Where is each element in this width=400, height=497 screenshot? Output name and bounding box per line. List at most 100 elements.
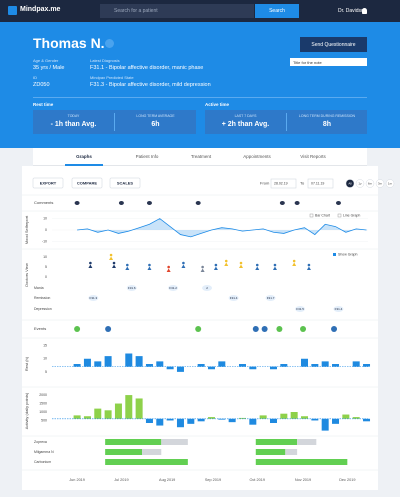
event-marker[interactable] [300,326,307,332]
figure-head [201,265,204,269]
divider [33,97,367,98]
show-graph-label: Show Graph [338,253,358,257]
comment-marker[interactable] [279,201,285,205]
legend-checkbox[interactable] [337,213,342,218]
y-tick-label: 15 [43,344,47,348]
event-marker[interactable] [74,326,81,332]
bar [125,395,133,419]
med-span [297,439,317,445]
comment-marker[interactable] [74,201,80,205]
legend-checkbox[interactable] [309,213,314,218]
figure-head [182,261,185,265]
range-button[interactable] [375,179,385,188]
date-input[interactable] [270,178,297,189]
doctor-rating [125,263,130,270]
bar [363,364,371,367]
tab[interactable]: Graphs [76,154,92,159]
search-input[interactable]: Search for a patient [100,4,254,18]
comment-marker[interactable] [146,201,152,205]
search-button[interactable]: Search [255,4,299,18]
doctor-rating [306,263,311,270]
range-button[interactable] [345,179,355,188]
figure-head [307,263,311,267]
bar [176,366,184,372]
bar [83,416,91,419]
row-label: Mood Selfreport [24,215,29,244]
figure-head [255,263,259,267]
diagnosis-marker [168,285,179,291]
comment-marker[interactable] [195,201,201,205]
tab[interactable]: Visit Reports [300,154,326,159]
range-label: All [348,182,352,186]
bar [269,418,277,423]
row-label: Comments [34,200,53,205]
divider [114,113,115,131]
tab[interactable]: Treatment [190,154,212,159]
event-marker[interactable] [331,326,338,332]
med-span [105,439,162,445]
row-label: Rest (h) [24,356,29,371]
range-label: 6m [368,182,373,186]
bar [145,364,153,367]
card-value: 6h [151,121,160,128]
user-menu[interactable]: Dr. Davidson [338,8,367,14]
note-input[interactable]: Title for the note [290,58,367,66]
y-tick-label: 0 [45,275,47,279]
range-button[interactable] [365,179,375,188]
x-tick-label: Sep 2019 [205,478,221,482]
tab-underline [65,164,103,166]
x-tick-label: Jul 2019 [114,478,128,482]
figure-head [126,263,129,267]
show-graph-checkbox[interactable] [333,253,336,256]
stat-title: Rest time [33,102,54,107]
doctor-rating [239,261,244,268]
diagnosis-marker [126,285,137,291]
figure-head [109,253,113,257]
figure-body [239,264,244,268]
charts: EXPORT COMPARE SCALES From 28.02.19 To 07.11.1… [22,177,395,482]
event-marker[interactable] [261,326,268,332]
bar [104,410,112,419]
toolbar-button[interactable] [32,177,64,189]
comment-marker[interactable] [294,201,300,205]
tab[interactable]: Appointments [243,154,271,159]
field-value: ZD050 [33,82,50,88]
x-tick-label: Dec 2019 [339,478,355,482]
y-tick-label: -10 [42,239,47,243]
bar [238,417,246,419]
range-button[interactable] [385,179,395,188]
doctor-rating [200,265,205,272]
figure-head [112,261,116,265]
row-label: Doctors View [24,263,29,287]
tab[interactable]: Patient Info [135,154,159,159]
event-marker[interactable] [276,326,283,332]
figure-body [147,266,152,270]
x-tick-label: Aug 2019 [159,478,175,482]
comment-marker[interactable] [118,201,124,205]
med-span [255,449,286,455]
event-marker[interactable] [195,326,202,332]
event-marker[interactable] [105,326,112,332]
state-label: Remission [34,296,50,300]
bell-icon[interactable] [362,8,367,14]
diagnosis-marker [295,306,306,312]
toolbar-button[interactable] [71,177,103,189]
figure-body [224,262,229,266]
edit-icon[interactable] [105,39,114,48]
bar [114,403,122,419]
to-label: To [300,181,305,186]
figure-body [306,266,311,270]
med-span [285,449,298,455]
x-tick-label: Oct 2019 [250,478,265,482]
comment-marker[interactable] [335,201,341,205]
date-input[interactable] [307,178,334,189]
range-label: 3m [378,182,383,186]
diagnosis-code: F31.4 [335,307,343,311]
med-span [255,439,298,445]
toolbar-button[interactable] [109,177,141,189]
range-button[interactable] [355,179,365,188]
send-questionnaire[interactable]: Send Questionnaire [300,37,367,52]
event-marker[interactable] [252,326,259,332]
bar [207,417,215,419]
bar [249,366,257,370]
